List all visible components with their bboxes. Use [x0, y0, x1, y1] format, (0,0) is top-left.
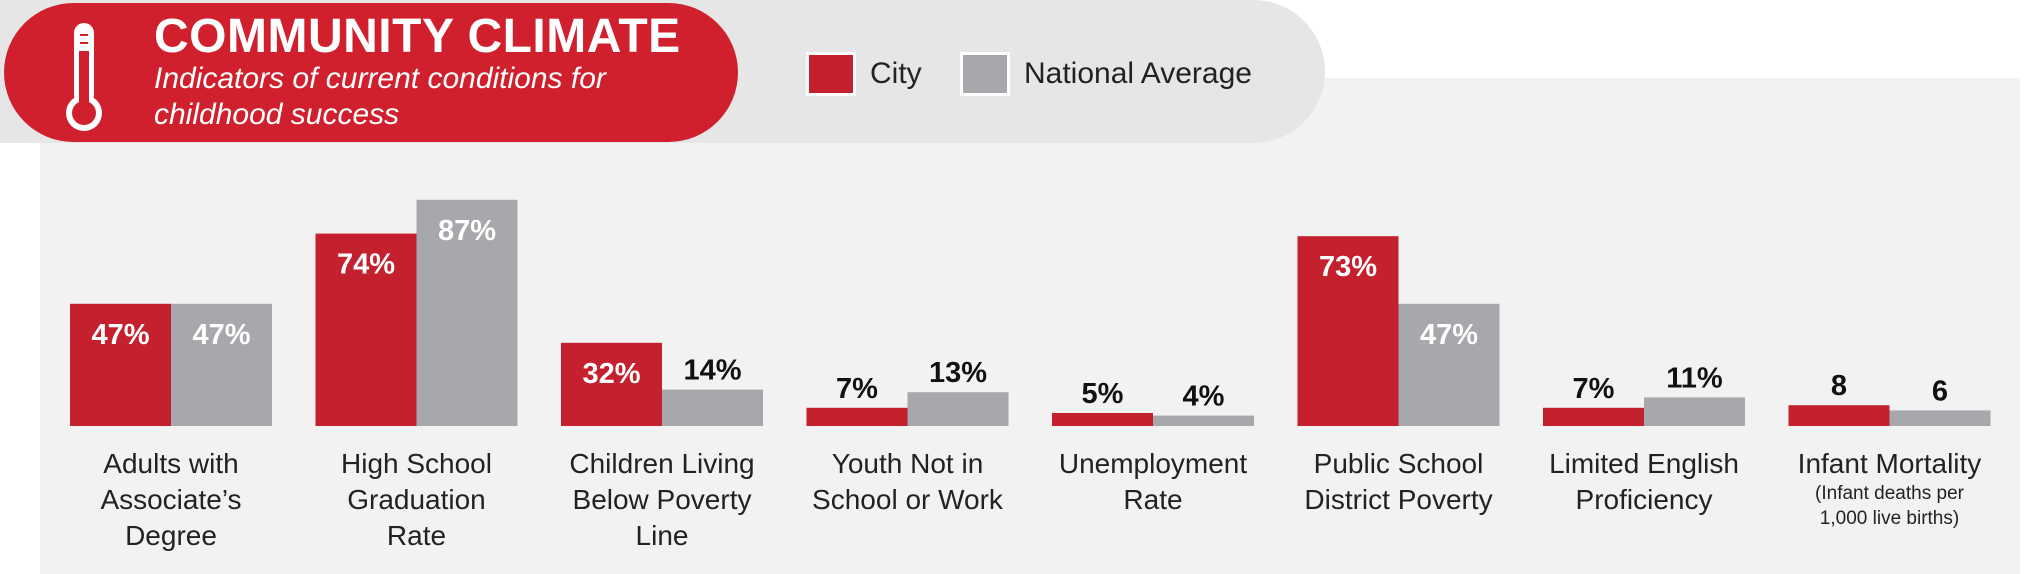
- bar-national-average-7: [1890, 410, 1991, 426]
- category-label-1-line-1: Graduation: [347, 484, 486, 515]
- bar-national-average-6: [1644, 397, 1745, 426]
- value-label-city-6: 7%: [1573, 373, 1615, 405]
- value-label-national-average-6: 11%: [1666, 362, 1723, 394]
- category-label-7-line-0: Infant Mortality: [1798, 448, 1982, 479]
- value-label-national-average-7: 6: [1932, 375, 1948, 407]
- category-label-3-line-0: Youth Not in: [832, 448, 984, 479]
- value-label-city-4: 5%: [1082, 378, 1124, 410]
- value-label-national-average-2: 14%: [683, 355, 741, 387]
- value-label-national-average-5: 47%: [1420, 319, 1478, 351]
- bar-national-average-4: [1153, 416, 1254, 426]
- value-label-city-2: 32%: [582, 358, 640, 390]
- value-label-city-7: 8: [1831, 370, 1847, 402]
- category-label-4-line-1: Rate: [1123, 484, 1182, 515]
- category-label-4-line-0: Unemployment: [1059, 448, 1248, 479]
- value-label-national-average-0: 47%: [192, 319, 250, 351]
- category-label-2-line-0: Children Living: [569, 448, 754, 479]
- category-label-0-line-0: Adults with: [103, 448, 238, 479]
- value-label-city-3: 7%: [836, 373, 878, 405]
- category-label-5-line-0: Public School: [1314, 448, 1484, 479]
- category-label-6-line-1: Proficiency: [1576, 484, 1713, 515]
- category-label-1-line-2: Rate: [387, 520, 446, 551]
- bar-national-average-2: [662, 390, 763, 426]
- category-label-2-line-1: Below Poverty: [573, 484, 752, 515]
- value-label-city-0: 47%: [91, 319, 149, 351]
- value-label-city-5: 73%: [1319, 251, 1377, 283]
- bar-city-4: [1052, 413, 1153, 426]
- category-label-3-line-1: School or Work: [812, 484, 1004, 515]
- value-label-national-average-3: 13%: [929, 357, 987, 389]
- bar-city-3: [807, 408, 908, 426]
- category-label-2-line-2: Line: [636, 520, 689, 551]
- value-label-national-average-4: 4%: [1183, 381, 1225, 413]
- bar-city-6: [1543, 408, 1644, 426]
- category-label-0-line-1: Associate’s: [100, 484, 241, 515]
- category-label-1-line-0: High School: [341, 448, 492, 479]
- category-sublabel-7-line-0: (Infant deaths per: [1815, 483, 1965, 504]
- category-label-0-line-2: Degree: [125, 520, 217, 551]
- value-label-national-average-1: 87%: [438, 215, 496, 247]
- value-label-city-1: 74%: [337, 249, 395, 281]
- category-label-5-line-1: District Poverty: [1304, 484, 1492, 515]
- category-sublabel-7-line-1: 1,000 live births): [1820, 508, 1959, 529]
- category-label-6-line-0: Limited English: [1549, 448, 1739, 479]
- bar-national-average-3: [908, 392, 1009, 426]
- bar-city-7: [1789, 405, 1890, 426]
